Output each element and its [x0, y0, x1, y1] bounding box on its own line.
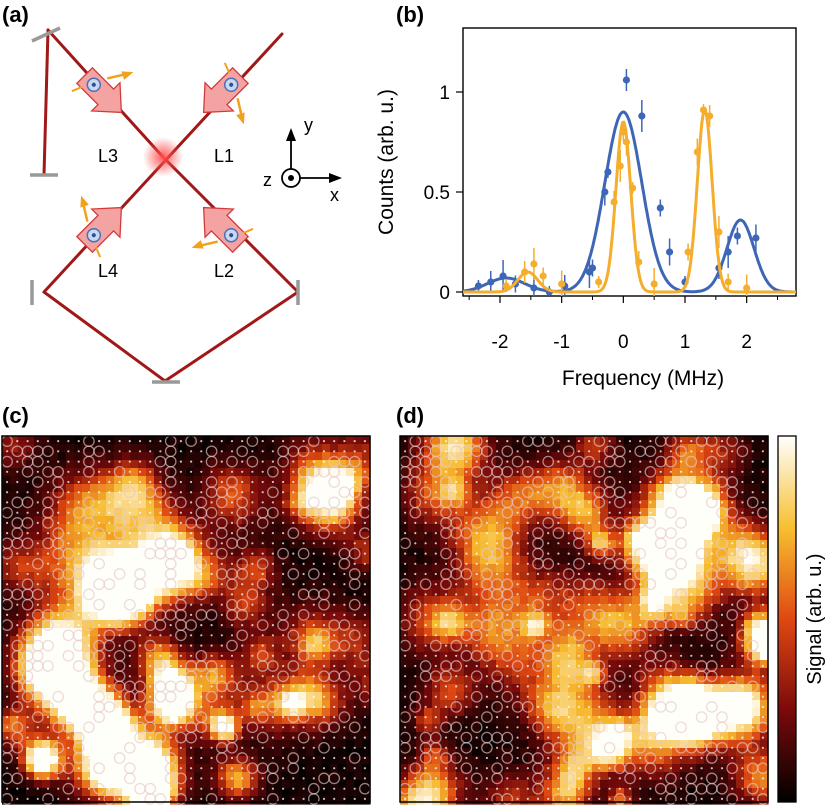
mirror — [31, 26, 61, 43]
data-point — [724, 278, 732, 286]
data-point — [502, 282, 510, 290]
data-point — [693, 148, 701, 156]
data-point — [684, 248, 692, 256]
fit-curve — [463, 108, 796, 294]
data-point — [724, 248, 732, 256]
aom-device — [71, 66, 134, 114]
colorbar: Signal (arb. u.) — [777, 435, 826, 803]
spectrum-plot: -2 -1 0 1 2 0 0.5 1 Frequency (MHz) Counts (arb… — [375, 27, 797, 390]
acousto-optic-modulators — [71, 62, 254, 258]
data-point — [539, 272, 547, 280]
axis-label-x: x — [330, 185, 339, 205]
data-point — [601, 188, 609, 196]
x-tick-label: 0 — [618, 332, 629, 353]
panel-label-d: (d) — [396, 403, 425, 428]
beam-label-l2: L2 — [214, 261, 234, 281]
y-tick-label: 1 — [439, 83, 450, 104]
beam-label-l4: L4 — [98, 261, 118, 281]
data-point — [604, 168, 612, 176]
data-point — [665, 248, 674, 256]
data-point — [733, 232, 742, 240]
x-tick-label: -2 — [492, 332, 509, 353]
data-point — [619, 128, 627, 136]
data-point — [530, 284, 538, 292]
crossing-glow — [143, 137, 183, 177]
data-point — [650, 280, 658, 288]
data-point — [622, 76, 631, 84]
y-axis-label: Counts (arb. u.) — [375, 89, 398, 235]
fluorescence-image-c — [1, 435, 371, 805]
axis-label-y: y — [304, 115, 313, 135]
aom-device — [75, 195, 123, 258]
fit-curve — [463, 110, 796, 294]
beam-segment — [42, 290, 167, 383]
data-point — [595, 278, 603, 286]
data-point — [499, 272, 507, 280]
data-point — [487, 278, 495, 286]
colorbar-label: Signal (arb. u.) — [804, 553, 826, 684]
mirrors — [30, 26, 300, 384]
data-point — [521, 268, 529, 276]
panel-label-c: (c) — [2, 403, 29, 428]
fluorescence-image-d — [399, 435, 769, 805]
panel-label-b: (b) — [396, 2, 425, 27]
axis-label-z: z — [263, 170, 272, 190]
data-point — [628, 184, 637, 192]
data-point — [530, 260, 538, 268]
y-tick-label: 0 — [439, 283, 450, 304]
data-point — [474, 282, 483, 290]
beam-label-l3: L3 — [98, 146, 118, 166]
plot-frame — [462, 27, 797, 297]
aom-device — [202, 62, 250, 125]
data-point — [715, 228, 723, 236]
panel-label-a: (a) — [2, 2, 29, 27]
axis-ticks: -2 -1 0 1 2 0 0.5 1 — [424, 83, 778, 353]
beam-label-l1: L1 — [214, 146, 234, 166]
data-point — [635, 258, 643, 266]
setup-diagram: L3 L1 L4 L2 y z x — [30, 26, 342, 384]
coordinate-axes-icon — [281, 128, 342, 188]
x-tick-label: 2 — [741, 332, 752, 353]
y-tick-label: 0.5 — [424, 183, 450, 204]
data-point — [610, 198, 618, 206]
data-series — [463, 69, 796, 296]
x-axis-label: Frequency (MHz) — [562, 367, 724, 390]
x-tick-label: 1 — [680, 332, 691, 353]
data-point — [656, 204, 664, 212]
x-tick-label: -1 — [553, 332, 570, 353]
data-point — [743, 284, 751, 292]
data-point — [638, 112, 646, 120]
data-point — [588, 264, 597, 272]
data-point — [706, 112, 714, 120]
data-point — [558, 280, 566, 288]
data-point — [699, 106, 708, 114]
aom-device — [191, 206, 254, 254]
beam-segment — [163, 290, 300, 383]
beam-segment — [42, 28, 50, 177]
data-point — [752, 234, 760, 242]
data-point — [622, 138, 631, 146]
data-point — [616, 162, 624, 170]
colorbar-gradient — [777, 435, 797, 803]
